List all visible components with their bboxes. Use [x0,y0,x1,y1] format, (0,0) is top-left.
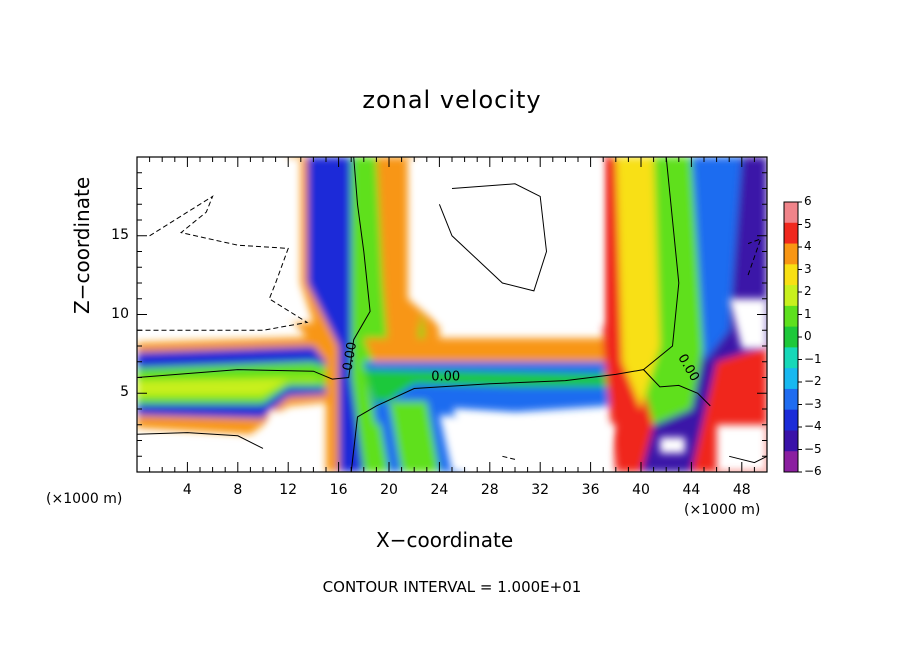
colorbar-swatch [784,368,798,390]
x-tick-label: 48 [732,482,751,498]
colorbar-tick-label: 0 [804,329,812,343]
zero-contour-right [643,157,680,370]
x-tick-label: 32 [531,482,550,498]
colorbar-tick-label: −4 [804,419,822,433]
colorbar-tick-label: 1 [804,306,812,321]
white-spot-left [269,409,289,457]
colorbar-swatch [784,430,798,452]
x-unit-label-left: (×1000 m) [46,491,123,507]
colorbar-swatch [784,243,798,265]
x-tick-label: 44 [682,482,701,498]
x-tick-label: 16 [329,482,348,498]
axis-ticks [137,157,767,472]
colorbar-tick-label: 5 [804,216,812,231]
colorbar-swatch [784,264,798,286]
x-unit-label-right: (×1000 m) [684,502,761,518]
x-tick-label: 20 [380,482,398,498]
y-tick-label: 10 [111,305,129,322]
white-right-lower [716,424,767,472]
colorbar-swatch [784,347,798,369]
y-tick-label: 5 [120,384,129,401]
colorbar-tick-label: 6 [804,194,812,208]
contour-interval-note: CONTOUR INTERVAL = 1.000E+01 [322,578,582,596]
colorbar-swatch [784,202,798,224]
colorbar-swatch [784,451,798,473]
colorbar-tick-label: 4 [804,239,812,253]
x-tick-label: 28 [480,482,499,498]
y-tick-label: 15 [111,226,129,243]
colorbar-swatch [784,388,798,411]
colorbar-swatch [784,305,798,328]
dashed-contour-upper-left [137,195,309,331]
x-tick-label: 12 [279,482,298,498]
contour-label-1: 0.00 [431,370,460,385]
white-upper-left [137,157,314,331]
white-lower-center [439,415,616,472]
mid-bottom-green [389,401,440,472]
contour-label-0: 0.00 [340,341,360,372]
colorbar-tick-label: −3 [804,396,822,411]
dashed-contour-right [747,238,762,276]
colorbar [783,201,802,473]
x-tick-label: 40 [632,482,650,498]
white-right-spot [659,437,686,454]
contour-lower-right [729,455,767,464]
contour-lower-left [137,432,264,449]
colorbar-swatch [784,409,798,431]
dashed-contour-bottom [502,455,516,460]
plume-right-cyan [691,157,742,362]
band-left-yellow [137,377,326,397]
colorbar-tick-label: 2 [804,284,812,298]
x-tick-label: 24 [430,482,449,498]
x-axis-label: X−coordinate [376,528,514,552]
contour-lines: 0.000.00 0.00 [137,157,767,472]
chart-title: zonal velocity [362,86,542,114]
x-tick-label: 8 [233,482,243,498]
y-axis-label: Z−coordinate [70,176,94,314]
colorbar-swatch [784,222,798,245]
colorbar-swatch [784,326,798,348]
colorbar-tick-label: −1 [804,351,822,366]
colorbar-tick-label: −6 [804,464,822,478]
band-mid-green [363,369,654,409]
colorbar-tick-label: −5 [804,441,822,456]
contour-upper-center [438,183,548,292]
x-tick-label: 36 [581,482,600,498]
white-lower-left [137,437,251,472]
white-right-upper [729,298,767,350]
colorbar-tick-label: −2 [804,374,822,388]
white-upper-center [407,157,604,326]
x-tick-label: 4 [182,482,192,498]
plume-right-yellow [615,157,660,409]
colorbar-tick-label: 3 [804,261,812,276]
velocity-field [137,157,767,472]
zero-contour-mid [350,369,711,472]
colorbar-swatch [784,285,798,307]
zero-contour-left [137,157,371,380]
